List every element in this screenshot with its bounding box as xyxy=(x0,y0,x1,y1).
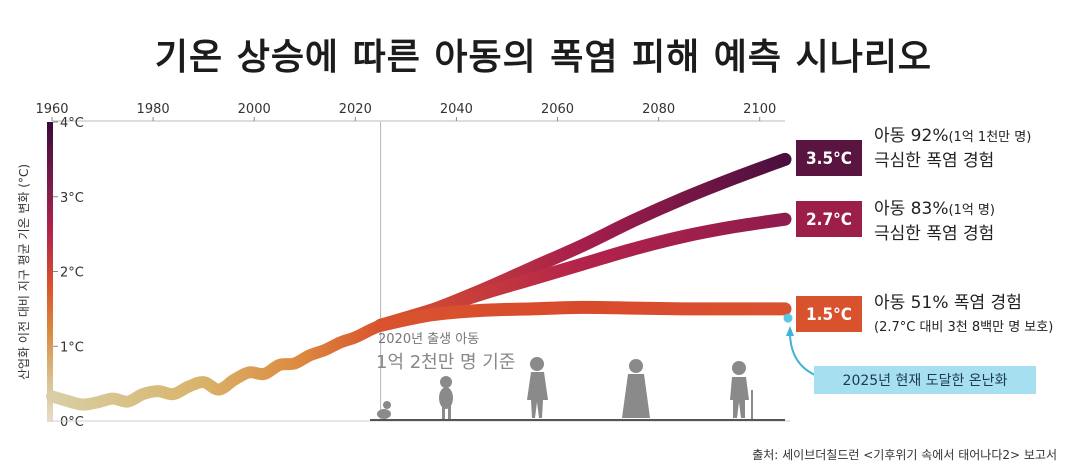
y-tick-label: 3°C xyxy=(60,191,84,206)
annotation-3-5: 3.5°C 아동 92%(1억 1천만 명) 극심한 폭염 경험 xyxy=(796,126,1031,176)
series-1-5-line xyxy=(374,300,792,332)
x-tick-label: 2040 xyxy=(440,102,473,117)
x-tick-label: 2020 xyxy=(339,102,372,117)
x-tick-label: 2060 xyxy=(541,102,574,117)
x-tick-label: 1960 xyxy=(35,102,68,117)
x-axis-ticks: 1960 1980 2000 2020 2040 2060 2080 2100 xyxy=(35,102,776,121)
badge-3-5-label: 3.5°C xyxy=(806,149,852,169)
current-warming-label: 2025년 현재 도달한 온난화 xyxy=(843,373,1008,389)
toddler-silhouette-icon xyxy=(439,376,453,419)
adult-silhouette-icon xyxy=(622,359,650,418)
y-axis-color-bar xyxy=(47,122,53,422)
badge-1-5-label: 1.5°C xyxy=(806,305,852,325)
elder-silhouette-icon xyxy=(730,361,753,419)
cohort-label-small: 2020년 출생 아동 xyxy=(378,332,479,347)
x-tick-label: 2080 xyxy=(642,102,675,117)
cohort-label-big: 1억 2천만 명 기준 xyxy=(376,352,515,373)
x-tick-label: 2000 xyxy=(238,102,271,117)
annotation-2-7-line2: 극심한 폭염 경험 xyxy=(874,224,994,244)
annotation-3-5-small: (1억 1천만 명) xyxy=(948,130,1031,145)
y-tick-label: 4°C xyxy=(60,116,84,131)
child-silhouette-icon xyxy=(527,357,548,418)
baby-silhouette-icon xyxy=(377,401,391,419)
series-2-7-line xyxy=(374,212,792,332)
y-tick-label: 1°C xyxy=(60,340,84,355)
annotation-3-5-line2: 극심한 폭염 경험 xyxy=(874,151,994,171)
annotation-1-5: 1.5°C 아동 51% 폭염 경험 (2.7°C 대비 3천 8백만 명 보호… xyxy=(796,293,1053,335)
annotation-3-5-main: 아동 92% xyxy=(874,126,948,146)
badge-3-5 xyxy=(796,140,862,176)
annotation-2-7-small: (1억 명) xyxy=(948,203,994,218)
source-note: 출처: 세이브더칠드런 <기후위기 속에서 태어나다2> 보고서 xyxy=(752,448,1057,462)
annotation-1-5-main: 아동 51% 폭염 경험 xyxy=(874,293,1022,313)
annotation-2-7-main: 아동 83% xyxy=(874,199,948,219)
series-layer xyxy=(46,152,792,411)
arrow-head xyxy=(786,326,794,336)
chart-title: 기온 상승에 따른 아동의 폭염 피해 예측 시나리오 xyxy=(154,37,933,78)
annotation-2-7: 2.7°C 아동 83%(1억 명) 극심한 폭염 경험 xyxy=(796,199,995,244)
svg-text:아동 83%(1억 명): 아동 83%(1억 명) xyxy=(874,199,995,219)
current-warming-dot xyxy=(783,313,793,323)
current-warming-arrow xyxy=(789,331,816,376)
annotation-1-5-line2: (2.7°C 대비 3천 8백만 명 보호) xyxy=(874,320,1053,335)
y-axis-label: 산업화 이전 대비 지구 평균 기온 변화 (°C) xyxy=(17,164,31,380)
y-axis-ticks: 0°C 1°C 2°C 3°C 4°C xyxy=(53,116,84,430)
y-tick-label: 0°C xyxy=(60,415,84,430)
y-tick-label: 2°C xyxy=(60,266,84,281)
historical-series-line xyxy=(46,319,387,411)
x-tick-label: 1980 xyxy=(137,102,170,117)
svg-text:아동 92%(1억 1천만 명): 아동 92%(1억 1천만 명) xyxy=(874,126,1031,146)
badge-2-7 xyxy=(796,201,862,237)
badge-1-5 xyxy=(796,296,862,332)
child-silhouettes xyxy=(377,357,753,419)
x-tick-label: 2100 xyxy=(743,102,776,117)
badge-2-7-label: 2.7°C xyxy=(806,210,852,230)
current-warming-callout xyxy=(814,366,1036,394)
